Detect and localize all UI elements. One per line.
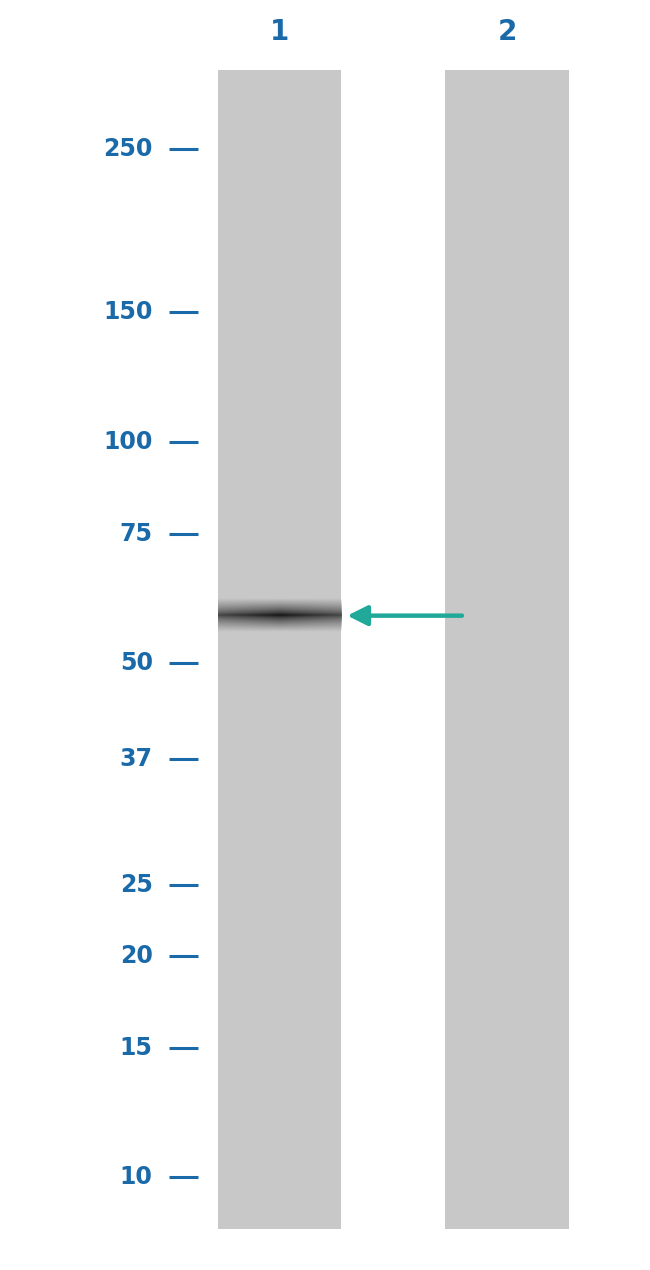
Text: 37: 37	[120, 747, 153, 771]
Text: 15: 15	[120, 1036, 153, 1060]
Text: 100: 100	[103, 429, 153, 453]
Bar	[218, 70, 341, 1229]
Text: 1: 1	[270, 18, 289, 46]
Text: 150: 150	[103, 300, 153, 324]
Text: 20: 20	[120, 944, 153, 968]
Text: 25: 25	[120, 872, 153, 897]
Text: 250: 250	[103, 137, 153, 161]
Text: 2: 2	[497, 18, 517, 46]
Text: 50: 50	[120, 652, 153, 676]
Text: 75: 75	[120, 522, 153, 546]
Text: 10: 10	[120, 1166, 153, 1190]
Bar	[445, 70, 569, 1229]
